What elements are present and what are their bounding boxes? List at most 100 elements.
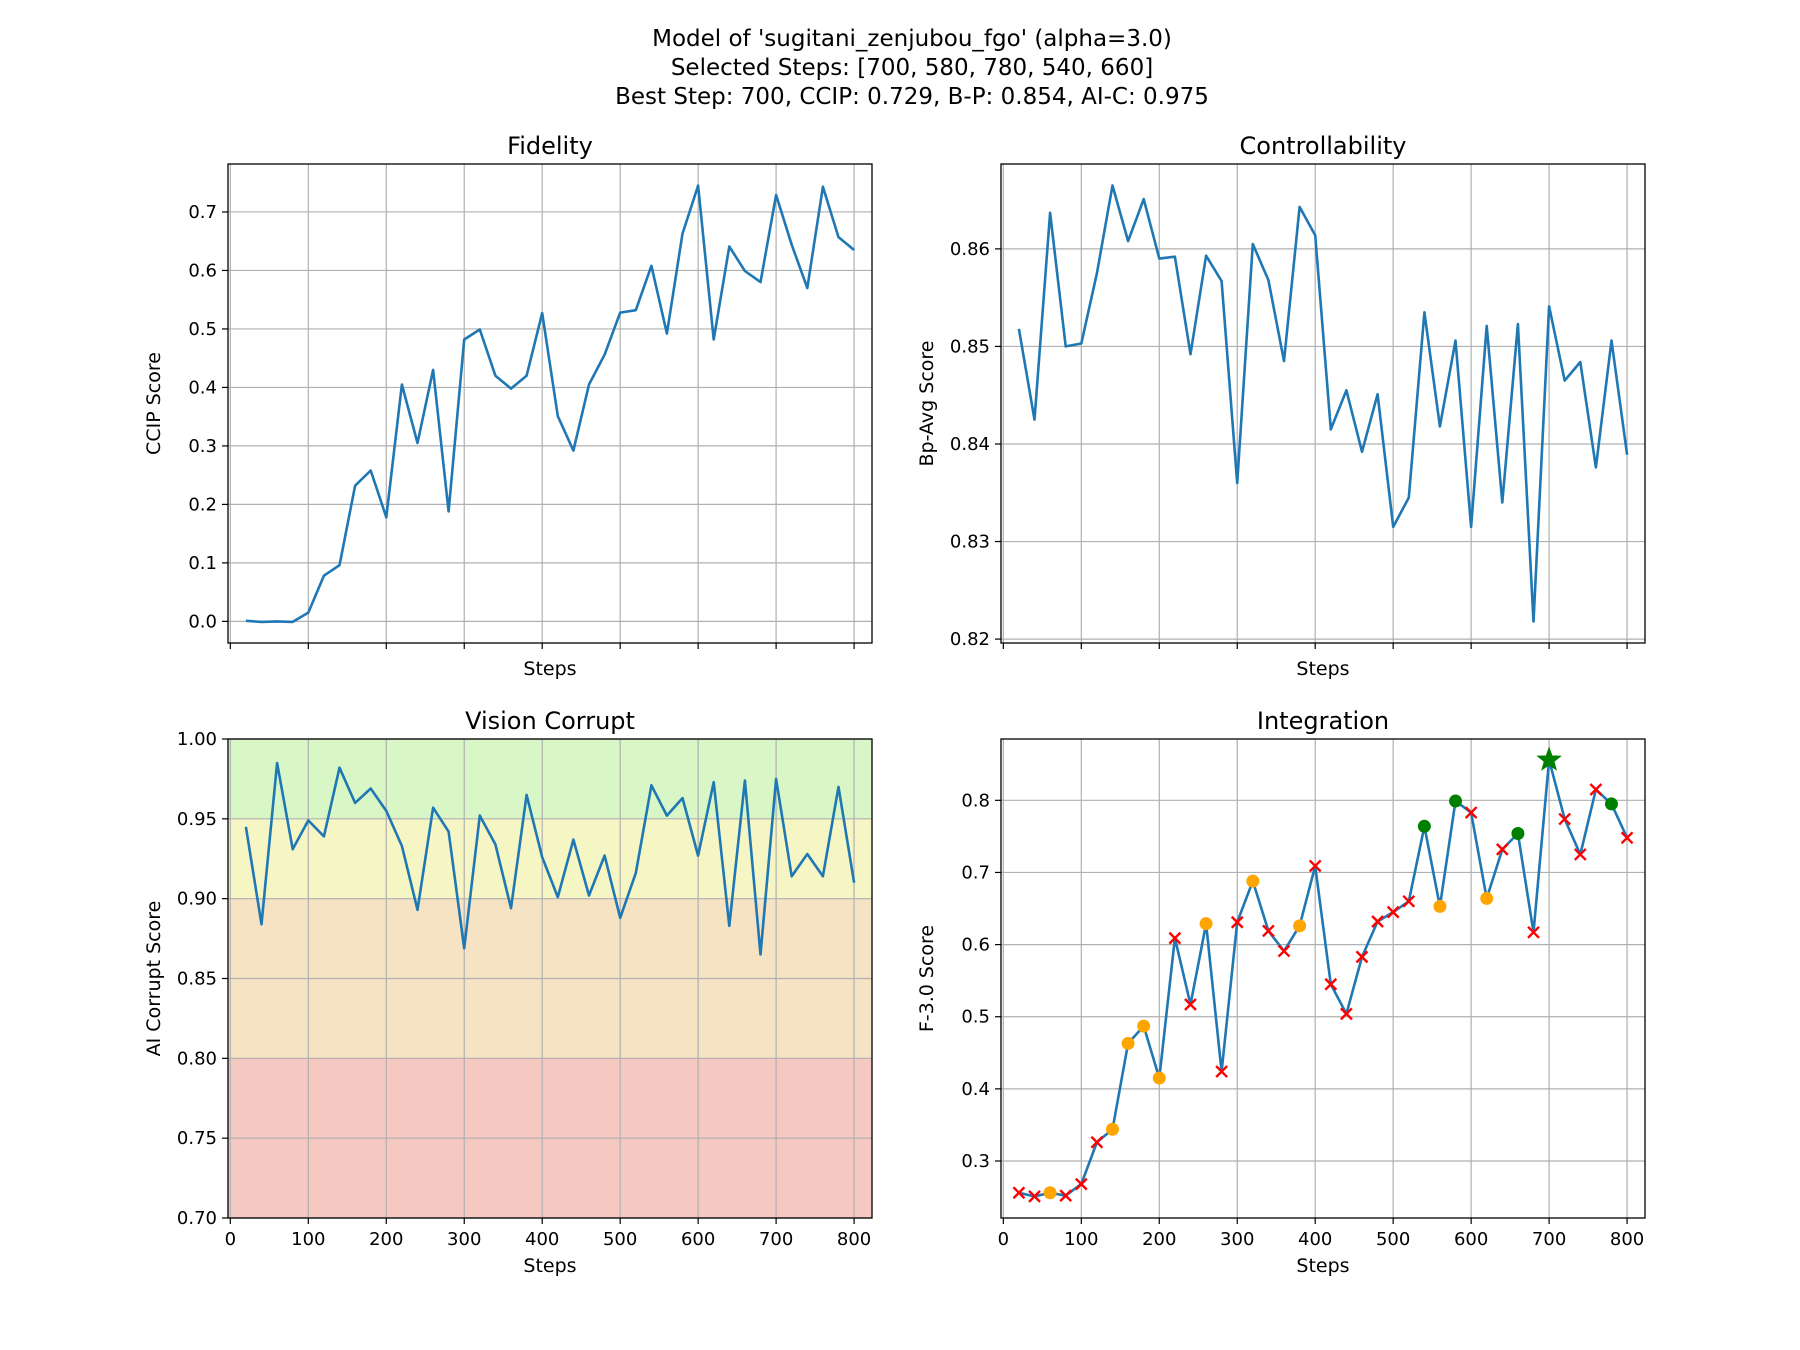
figure-title-line-1: Model of 'sugitani_zenjubou_fgo' (alpha=… — [652, 26, 1172, 52]
y-tick-label: 0.3 — [188, 436, 217, 457]
x-axis-label: Steps — [1296, 1255, 1349, 1277]
x-tick-label: 400 — [1298, 1229, 1332, 1250]
x-mark — [1495, 843, 1509, 856]
x-mark — [1090, 1135, 1104, 1149]
data-point-rejected — [1495, 843, 1509, 856]
data-point-rejected — [1340, 1007, 1353, 1021]
chart-title: Integration — [1257, 707, 1389, 735]
y-tick-label: 0.4 — [961, 1079, 990, 1100]
data-point-rejected — [1230, 915, 1244, 929]
x-tick-label: 800 — [837, 1229, 871, 1250]
data-point-selected — [1449, 794, 1463, 808]
data-point-candidate — [1043, 1186, 1057, 1200]
y-tick-label: 0.1 — [188, 553, 217, 574]
data-point-rejected — [1215, 1065, 1228, 1078]
x-tick-label: 700 — [759, 1229, 793, 1250]
data-point-selected — [1511, 827, 1525, 841]
y-tick-label: 0.7 — [188, 202, 217, 223]
y-tick-label: 0.7 — [961, 862, 990, 883]
y-tick-label: 0.80 — [177, 1048, 217, 1069]
data-point-rejected — [1402, 894, 1416, 908]
y-tick-label: 0.6 — [188, 260, 217, 281]
y-tick-label: 0.85 — [950, 336, 990, 357]
y-tick-label: 0.75 — [177, 1128, 217, 1149]
data-point-candidate — [1152, 1071, 1166, 1085]
figure-title-line-3: Best Step: 700, CCIP: 0.729, B-P: 0.854,… — [615, 84, 1209, 110]
data-point-rejected — [1558, 812, 1572, 826]
x-tick-label: 600 — [1454, 1229, 1488, 1250]
y-tick-label: 0.95 — [177, 809, 217, 830]
x-tick-label: 500 — [1376, 1229, 1410, 1250]
y-tick-label: 0.0 — [188, 611, 217, 632]
x-tick-label: 0 — [998, 1229, 1009, 1250]
y-axis-label: CCIP Score — [143, 352, 165, 455]
x-tick-label: 600 — [681, 1229, 715, 1250]
data-point-candidate — [1105, 1122, 1119, 1136]
data-point-best-star — [1536, 746, 1562, 771]
data-point-rejected — [1620, 831, 1634, 845]
x-mark — [1573, 848, 1587, 861]
x-mark — [1262, 924, 1275, 938]
x-mark — [1620, 831, 1634, 845]
data-point-rejected — [1527, 925, 1540, 939]
series-line — [245, 184, 855, 624]
x-mark — [1230, 915, 1244, 929]
y-tick-label: 0.83 — [950, 532, 990, 553]
data-point-candidate — [1121, 1036, 1135, 1050]
y-axis-label: Bp-Avg Score — [916, 341, 938, 467]
y-tick-label: 0.82 — [950, 629, 990, 650]
x-mark — [1527, 925, 1540, 939]
x-tick-label: 100 — [291, 1229, 325, 1250]
data-point-rejected — [1028, 1190, 1041, 1203]
x-tick-label: 500 — [603, 1229, 637, 1250]
x-tick-label: 300 — [1220, 1229, 1254, 1250]
y-axis-label: AI Corrupt Score — [143, 901, 165, 1057]
data-point-rejected — [1589, 783, 1603, 796]
data-point-selected — [1417, 819, 1431, 833]
data-point-rejected — [1090, 1135, 1104, 1149]
integration-chart: 0 100 200 300 400 500 600 700 800 0.3 0.4 0.5 0.6 0.7… — [916, 707, 1646, 1277]
x-tick-label: 300 — [447, 1229, 481, 1250]
x-mark — [1215, 1065, 1228, 1078]
x-mark — [1558, 812, 1572, 826]
data-point-candidate — [1246, 874, 1260, 888]
data-point-rejected — [1059, 1189, 1073, 1202]
data-point-rejected — [1184, 998, 1197, 1011]
chart-title: Vision Corrupt — [465, 707, 635, 735]
y-tick-label: 0.8 — [961, 790, 990, 811]
data-point-candidate — [1293, 919, 1307, 933]
x-mark — [1059, 1189, 1073, 1202]
data-point-rejected — [1386, 905, 1400, 919]
data-point-rejected — [1074, 1177, 1088, 1191]
x-axis-label: Steps — [1296, 658, 1349, 680]
data-point-candidate — [1433, 899, 1447, 913]
y-tick-label: 0.70 — [177, 1208, 217, 1229]
vision-corrupt-chart: 0 100 200 300 400 500 600 700 800 0.70 0.75 0.80 0.8… — [143, 707, 873, 1277]
data-point-rejected — [1168, 931, 1182, 945]
data-point-rejected — [1277, 944, 1291, 958]
y-tick-label: 0.5 — [961, 1007, 990, 1028]
y-tick-label: 0.86 — [950, 239, 990, 260]
x-tick-label: 0 — [225, 1229, 236, 1250]
y-tick-label: 1.00 — [177, 729, 217, 750]
data-point-rejected — [1308, 859, 1322, 873]
x-tick-label: 200 — [1142, 1229, 1176, 1250]
x-tick-label: 800 — [1610, 1229, 1644, 1250]
data-point-rejected — [1573, 848, 1587, 861]
x-mark — [1371, 915, 1384, 928]
series-line — [244, 761, 856, 956]
y-tick-label: 0.90 — [177, 889, 217, 910]
background-band — [228, 818, 872, 899]
data-point-selected — [1604, 797, 1618, 811]
data-point-rejected — [1371, 915, 1384, 928]
data-point-rejected — [1464, 806, 1478, 819]
chart-title: Fidelity — [507, 132, 593, 160]
y-tick-label: 0.4 — [188, 377, 217, 398]
data-point-candidate — [1480, 891, 1494, 905]
data-point-candidate — [1199, 917, 1213, 931]
x-axis-label: Steps — [523, 1255, 576, 1277]
x-tick-label: 200 — [369, 1229, 403, 1250]
figure-title-line-2: Selected Steps: [700, 580, 780, 540, 660… — [671, 55, 1153, 81]
x-mark — [1184, 998, 1197, 1011]
